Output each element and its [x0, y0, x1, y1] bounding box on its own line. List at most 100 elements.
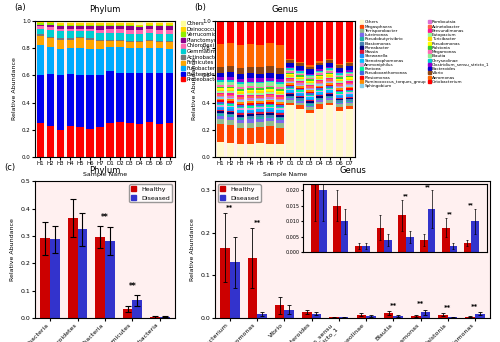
Bar: [66, 21, 74, 23]
Bar: [316, 79, 324, 80]
Bar: [246, 128, 254, 144]
Bar: [326, 100, 334, 103]
Bar: [226, 100, 234, 101]
Bar: [256, 83, 264, 87]
Bar: [326, 89, 334, 90]
Bar: [86, 31, 94, 38]
Bar: [257, 314, 266, 318]
Bar: [126, 48, 134, 73]
Bar: [306, 86, 314, 88]
Bar: [226, 72, 234, 77]
Bar: [276, 120, 284, 123]
Bar: [346, 76, 354, 77]
Bar: [276, 79, 284, 82]
Bar: [116, 73, 124, 122]
Bar: [156, 26, 164, 30]
Bar: [256, 98, 264, 100]
Bar: [336, 95, 344, 96]
Bar: [276, 117, 284, 118]
Bar: [246, 105, 254, 106]
Bar: [316, 96, 324, 98]
Bar: [266, 81, 274, 82]
Bar: [326, 98, 334, 100]
Bar: [316, 72, 324, 73]
Bar: [116, 41, 124, 47]
Bar: [56, 75, 64, 130]
Bar: [336, 111, 344, 157]
Bar: [266, 66, 274, 73]
Bar: [326, 92, 334, 93]
Bar: [150, 317, 160, 318]
Bar: [216, 104, 224, 105]
Bar: [106, 26, 114, 29]
Y-axis label: Relative Abundance: Relative Abundance: [192, 57, 196, 120]
Bar: [230, 263, 239, 318]
Bar: [286, 79, 294, 81]
Bar: [306, 103, 314, 104]
Bar: [226, 43, 234, 66]
Bar: [146, 23, 154, 25]
Bar: [276, 105, 284, 107]
Bar: [296, 82, 304, 83]
Bar: [216, 90, 224, 91]
Bar: [86, 38, 94, 40]
Bar: [326, 81, 334, 82]
Bar: [339, 317, 348, 318]
Bar: [306, 92, 314, 93]
Bar: [166, 30, 173, 34]
Bar: [256, 88, 264, 90]
Bar: [216, 67, 224, 73]
Bar: [56, 26, 64, 29]
Bar: [266, 78, 274, 81]
Bar: [316, 65, 324, 69]
Bar: [276, 68, 284, 74]
Bar: [136, 26, 143, 27]
Text: (c): (c): [4, 163, 16, 172]
Bar: [216, 105, 224, 107]
Bar: [326, 73, 334, 74]
Bar: [256, 111, 264, 112]
Bar: [276, 21, 284, 45]
Bar: [216, 87, 224, 88]
Bar: [266, 102, 274, 104]
Bar: [346, 94, 354, 95]
Bar: [276, 92, 284, 94]
Bar: [336, 75, 344, 76]
Text: **: **: [417, 301, 424, 307]
Bar: [306, 69, 314, 74]
Bar: [336, 80, 344, 81]
Bar: [136, 124, 143, 157]
Bar: [226, 104, 234, 106]
Bar: [256, 101, 264, 103]
Bar: [316, 102, 324, 105]
Bar: [316, 86, 324, 87]
Bar: [266, 73, 274, 78]
Bar: [326, 70, 334, 71]
Bar: [156, 42, 164, 48]
Bar: [394, 316, 403, 318]
Bar: [256, 78, 264, 82]
Bar: [146, 26, 154, 29]
Bar: [276, 94, 284, 95]
Bar: [256, 87, 264, 88]
Bar: [306, 99, 314, 100]
Bar: [276, 74, 284, 79]
Bar: [296, 86, 304, 88]
Bar: [86, 25, 94, 26]
Bar: [276, 97, 284, 99]
Bar: [346, 71, 354, 73]
Bar: [96, 40, 104, 41]
Bar: [316, 87, 324, 88]
Bar: [316, 101, 324, 102]
Bar: [226, 120, 234, 125]
Bar: [226, 82, 234, 85]
Bar: [226, 116, 234, 117]
Bar: [66, 25, 74, 26]
Bar: [326, 85, 334, 86]
Bar: [46, 38, 54, 47]
Bar: [256, 100, 264, 101]
Bar: [266, 87, 274, 89]
Bar: [466, 317, 475, 318]
Bar: [326, 78, 334, 79]
Bar: [306, 21, 314, 65]
